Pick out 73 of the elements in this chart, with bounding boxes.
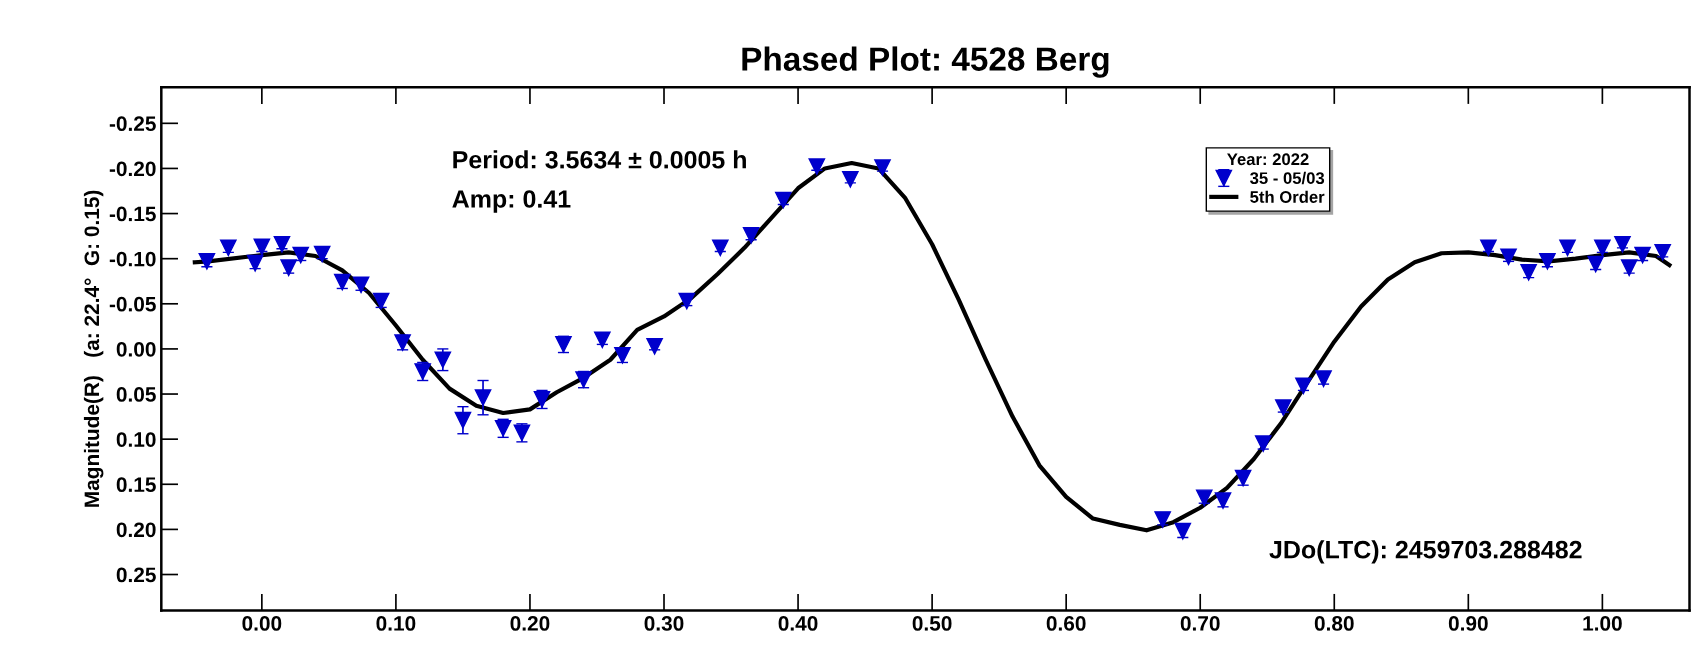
legend-label: 5th Order	[1250, 190, 1325, 203]
point	[1634, 246, 1651, 264]
x-tick-label: 0.70	[1180, 616, 1220, 631]
point	[1295, 377, 1312, 395]
point	[1614, 235, 1631, 253]
point	[874, 159, 891, 176]
y-tick-label: 0.15	[116, 477, 156, 493]
annotation: Period: 3.5634 ± 0.0005 h	[453, 150, 746, 169]
point	[1274, 399, 1292, 416]
y-tick-label: -0.05	[109, 296, 156, 312]
y-tick-label: 0.20	[116, 522, 156, 538]
legend-label: 35 - 05/03	[1250, 171, 1325, 185]
point	[614, 346, 631, 364]
point	[1214, 492, 1232, 509]
point	[646, 337, 663, 355]
x-tick-label: 0.00	[242, 616, 282, 631]
x-tick-label: 0.90	[1448, 616, 1488, 631]
legend-title: Year: 2022	[1227, 153, 1309, 166]
point	[711, 239, 729, 257]
point	[198, 253, 216, 270]
point	[333, 273, 351, 291]
point	[1620, 259, 1638, 277]
point	[1480, 239, 1497, 257]
point	[1594, 239, 1611, 257]
point	[774, 191, 792, 209]
point	[742, 226, 760, 244]
y-tick-label: 0.10	[116, 432, 156, 447]
point	[1174, 522, 1192, 540]
point	[1154, 511, 1172, 528]
point	[292, 246, 310, 264]
point	[372, 292, 390, 310]
annotation: JDo(LTC): 2459703.288482	[1269, 540, 1582, 564]
point	[594, 331, 611, 349]
x-tick-label: 0.40	[778, 616, 818, 631]
point	[1195, 489, 1213, 507]
point	[1654, 244, 1672, 261]
x-tick-label: 1.00	[1583, 616, 1622, 631]
point	[313, 245, 331, 263]
point	[1520, 263, 1537, 281]
point	[1315, 370, 1332, 388]
point	[1254, 435, 1272, 453]
x-tick-label: 0.80	[1314, 616, 1354, 631]
point	[808, 158, 826, 175]
x-tick-label: 0.30	[644, 616, 684, 631]
y-tick-label: 0.25	[116, 567, 156, 583]
y-tick-label: 0.05	[116, 387, 156, 402]
point	[842, 170, 859, 188]
y-tick-label: -0.10	[109, 251, 156, 267]
point	[1587, 255, 1605, 273]
y-tick-label: -0.15	[109, 206, 156, 222]
y-tick-label: 0.00	[116, 341, 156, 357]
annotation: Amp: 0.41	[452, 190, 571, 213]
point	[253, 238, 271, 256]
point	[474, 389, 492, 406]
x-tick-label: 0.20	[510, 616, 550, 631]
y-tick-label: -0.25	[109, 116, 156, 132]
chart-title: Phased Plot: 4528 Berg	[742, 46, 1109, 78]
point	[352, 276, 370, 294]
point	[1559, 239, 1576, 257]
point	[273, 235, 291, 253]
point	[1539, 253, 1556, 270]
point	[1234, 469, 1252, 487]
y-tick-label: -0.20	[109, 161, 156, 177]
point	[280, 259, 297, 277]
point	[220, 239, 237, 257]
point	[1500, 248, 1517, 266]
point	[678, 292, 696, 310]
x-tick-label: 0.60	[1046, 616, 1086, 631]
point	[246, 254, 264, 272]
point	[454, 411, 472, 429]
x-tick-label: 0.50	[912, 616, 952, 631]
x-tick-label: 0.10	[376, 616, 416, 631]
y-axis-title: Magnitude(R) (a: 22.4° G: 0.15)	[83, 190, 104, 507]
